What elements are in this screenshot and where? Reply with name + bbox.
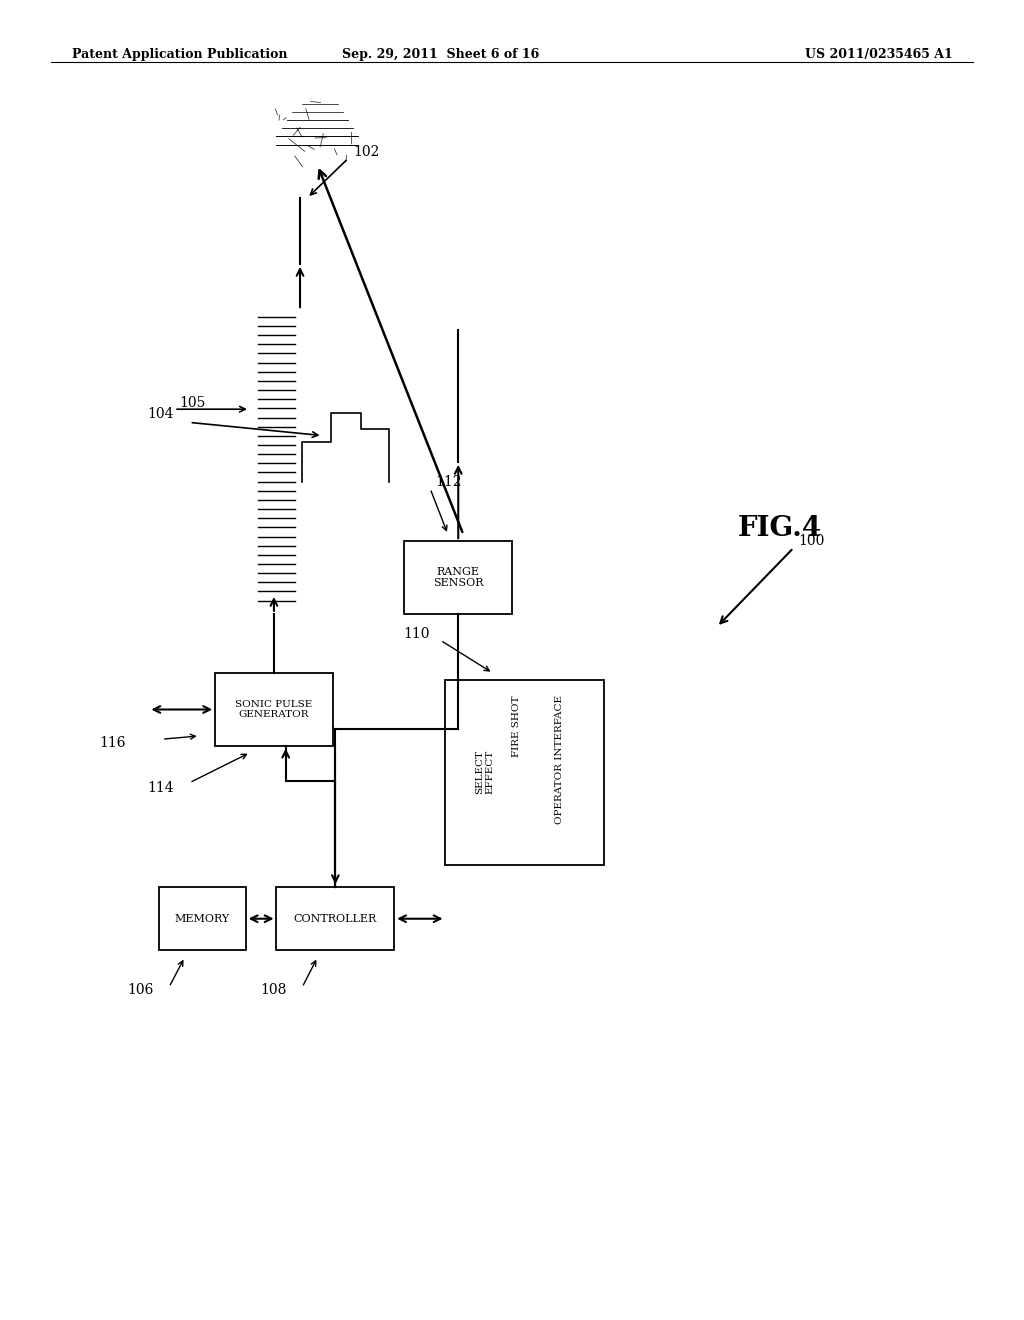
Text: 116: 116 <box>99 737 126 750</box>
Text: FIRE SHOT: FIRE SHOT <box>512 696 521 756</box>
Text: 104: 104 <box>147 408 174 421</box>
Text: SELECT
EFFECT: SELECT EFFECT <box>475 750 495 795</box>
Text: 112: 112 <box>435 475 462 488</box>
Text: MEMORY: MEMORY <box>175 913 229 924</box>
Text: 102: 102 <box>353 145 380 158</box>
Bar <box>276 887 394 950</box>
Text: CONTROLLER: CONTROLLER <box>294 913 377 924</box>
Text: Sep. 29, 2011  Sheet 6 of 16: Sep. 29, 2011 Sheet 6 of 16 <box>342 48 539 61</box>
Bar <box>445 680 604 865</box>
Text: 110: 110 <box>403 627 430 640</box>
Bar <box>215 673 333 746</box>
Text: 100: 100 <box>799 535 825 548</box>
Bar <box>404 541 512 614</box>
Text: 108: 108 <box>260 983 287 997</box>
Text: SONIC PULSE
GENERATOR: SONIC PULSE GENERATOR <box>236 700 312 719</box>
Text: US 2011/0235465 A1: US 2011/0235465 A1 <box>805 48 952 61</box>
Text: RANGE
SENSOR: RANGE SENSOR <box>433 566 483 589</box>
Text: Patent Application Publication: Patent Application Publication <box>72 48 287 61</box>
Text: FIG.4: FIG.4 <box>737 515 821 541</box>
Bar <box>159 887 246 950</box>
Text: OPERATOR INTERFACE: OPERATOR INTERFACE <box>555 694 564 824</box>
Text: 114: 114 <box>147 781 174 795</box>
Text: 105: 105 <box>179 396 206 409</box>
Text: 106: 106 <box>127 983 154 997</box>
